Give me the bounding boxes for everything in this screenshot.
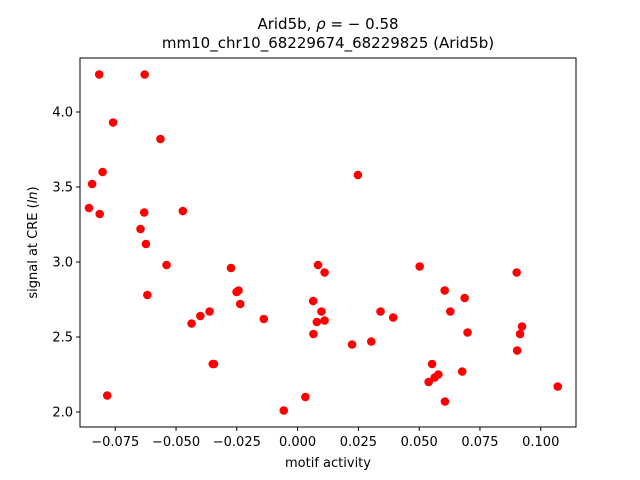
y-tick-label: 3.0 [52, 256, 73, 271]
data-point [178, 206, 188, 216]
data-point [553, 382, 563, 391]
data-point [139, 208, 149, 217]
data-point [102, 391, 112, 400]
plot-area-frame [79, 57, 577, 428]
data-points [84, 70, 563, 415]
data-point [226, 263, 236, 273]
data-point [457, 367, 467, 376]
data-point [108, 118, 118, 127]
x-tick-label: 0.025 [340, 435, 377, 450]
data-point [95, 209, 104, 219]
chart-title: Arid5b, ρ = − 0.58 [257, 15, 398, 33]
data-point [209, 359, 219, 369]
x-tick-label: −0.075 [91, 435, 139, 450]
data-point [445, 307, 455, 316]
chart-subtitle: mm10_chr10_68229674_68229825 (Arid5b) [162, 34, 494, 53]
data-point [512, 268, 521, 277]
x-tick-label: 0.075 [461, 435, 498, 450]
x-tick-label: −0.050 [152, 435, 200, 450]
x-axis-label: motif activity [285, 456, 371, 471]
y-tick-label: 2.5 [52, 331, 73, 346]
data-point [366, 337, 376, 346]
data-point [313, 260, 323, 270]
data-point [259, 314, 269, 324]
data-point [94, 70, 104, 79]
y-tick-label: 2.0 [52, 406, 73, 421]
data-point [301, 392, 310, 402]
data-point [187, 319, 196, 328]
data-point [98, 167, 107, 177]
x-tick-label: 0.000 [279, 435, 316, 450]
data-point [136, 224, 145, 234]
data-point [440, 286, 450, 295]
data-point [308, 296, 318, 306]
y-axis-ticks: 2.0 2.5 3.0 3.5 4.0 [52, 106, 80, 421]
x-tick-label: −0.025 [213, 435, 261, 450]
data-point [309, 329, 318, 339]
data-point [512, 346, 522, 355]
data-point [196, 311, 205, 321]
data-point [156, 134, 165, 144]
data-point [235, 299, 245, 309]
data-point [140, 70, 149, 79]
y-tick-label: 4.0 [52, 106, 73, 121]
data-point [427, 359, 437, 369]
data-point [515, 329, 525, 339]
data-point [353, 170, 363, 180]
data-point [320, 268, 329, 277]
data-point [463, 328, 472, 337]
data-point [424, 377, 433, 387]
data-point [517, 322, 527, 331]
data-point [141, 239, 151, 249]
data-point [317, 307, 326, 316]
x-axis-ticks: −0.075 −0.050 −0.025 0.000 0.025 0.050 0.075 0.… [91, 427, 559, 450]
data-point [279, 406, 289, 415]
data-point [347, 340, 357, 349]
data-point [320, 316, 329, 325]
data-point [234, 286, 243, 295]
data-point [205, 307, 214, 316]
data-point [430, 373, 440, 382]
data-point [84, 203, 94, 213]
data-point [376, 307, 385, 316]
data-point [460, 293, 469, 303]
data-point [162, 260, 171, 270]
data-point [415, 262, 424, 271]
y-tick-label: 3.5 [52, 181, 73, 196]
data-point [143, 290, 152, 300]
y-axis-label: signal at CRE (ln) [26, 186, 41, 298]
x-tick-label: 0.050 [401, 435, 438, 450]
x-tick-label: 0.100 [522, 435, 559, 450]
data-point [440, 397, 450, 406]
data-point [87, 179, 97, 189]
data-point [312, 317, 322, 327]
data-point [388, 313, 398, 322]
